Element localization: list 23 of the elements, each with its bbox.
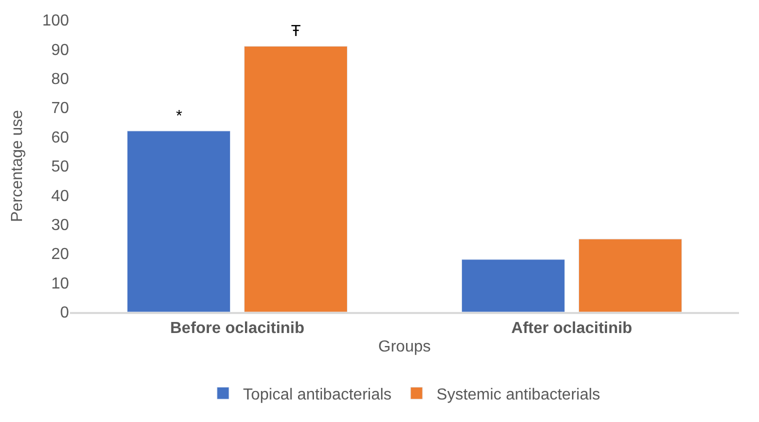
x-tick-label: Before oclacitinib (170, 320, 305, 338)
y-tick-label: 100 (42, 12, 70, 30)
y-tick-label: 50 (51, 158, 70, 176)
bar (126, 130, 230, 312)
annotation: Ŧ (291, 23, 301, 40)
bar (461, 259, 565, 312)
y-tick-label: 60 (51, 129, 70, 146)
y-axis-title: Percentage use (9, 110, 26, 222)
bar (578, 238, 682, 312)
y-tick-label: 30 (51, 217, 70, 234)
x-tick-label: After oclacitinib (511, 320, 632, 338)
y-tick-label: 70 (51, 100, 70, 118)
annotation: * (176, 108, 182, 125)
y-tick-label: 20 (51, 246, 70, 264)
legend-label: Topical antibacterials (243, 386, 392, 404)
y-tick-label: 40 (51, 188, 70, 205)
y-tick-label: 0 (60, 304, 70, 322)
y-tick-label: 80 (51, 71, 70, 88)
y-tick-label: 10 (51, 275, 70, 292)
bar (244, 46, 348, 312)
legend-label: Systemic antibacterials (436, 386, 600, 404)
x-axis-title: Groups (378, 338, 431, 356)
y-tick-label: 90 (51, 42, 70, 59)
